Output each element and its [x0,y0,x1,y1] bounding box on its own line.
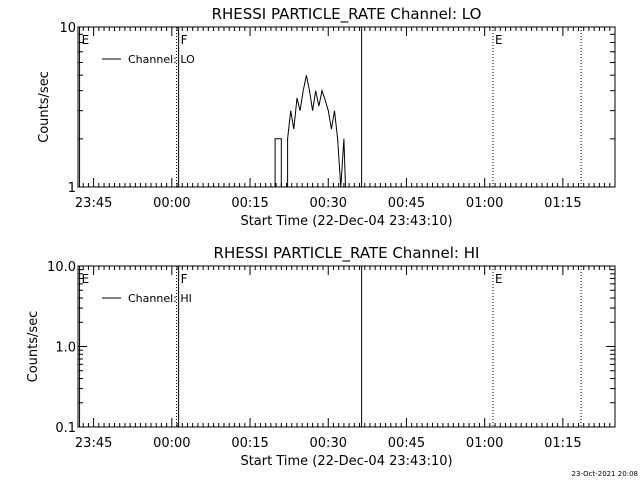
panel2-marker-label: E [495,272,503,286]
panel2-x-tick-label: 23:45 [75,436,112,451]
panel2-chart-title: RHESSI PARTICLE_RATE Channel: HI [214,244,480,263]
panel1-x-axis-label: Start Time (22-Dec-04 23:43:10) [240,214,452,229]
panel2-x-tick-label: 00:30 [310,436,347,451]
panel2-marker-label: E [82,272,90,286]
panel1-marker-label: E [82,33,90,47]
panel2-x-tick-label: 00:45 [388,436,425,451]
panel2-x-tick-label: 01:00 [466,436,503,451]
panel1-x-tick-label: 00:15 [231,196,268,211]
panel2-plot-frame [77,265,616,428]
panel2-x-tick-label: 01:15 [544,436,581,451]
panel1-legend-label: Channel: LO [128,53,195,66]
panel2-y-tick-label: 1.0 [55,341,76,356]
panel2-marker-label: F [181,272,188,286]
panel2-x-axis-label: Start Time (22-Dec-04 23:43:10) [240,454,452,469]
panel1-series-line [274,75,346,188]
panel1-plot-frame [77,26,616,188]
panel1-y-tick-label: 1 [68,181,76,196]
panel1-y-axis-label: Counts/sec [37,71,52,143]
panel1-x-tick-label: 01:00 [466,196,503,211]
panel1-x-tick-label: 00:00 [153,196,190,211]
panel2-x-tick-label: 00:15 [231,436,268,451]
panel1-x-tick-label: 00:45 [388,196,425,211]
plot-timestamp: 23-Oct-2021 20:08 [571,470,638,478]
panel1-marker-label: F [181,33,188,47]
panel2-y-tick-label: 10.0 [47,260,76,275]
panel1-marker-label: E [495,33,503,47]
panel1-x-tick-label: 01:15 [544,196,581,211]
panel1-x-tick-label: 23:45 [75,196,112,211]
panel2-x-tick-label: 00:00 [153,436,190,451]
panel2-y-tick-label: 0.1 [55,421,76,436]
panel2-y-axis-label: Counts/sec [26,311,41,383]
panel1-chart-title: RHESSI PARTICLE_RATE Channel: LO [212,5,482,24]
panel1-y-tick-label: 10 [59,21,76,36]
panel1-x-tick-label: 00:30 [310,196,347,211]
panel2-legend-label: Channel: HI [128,292,192,305]
